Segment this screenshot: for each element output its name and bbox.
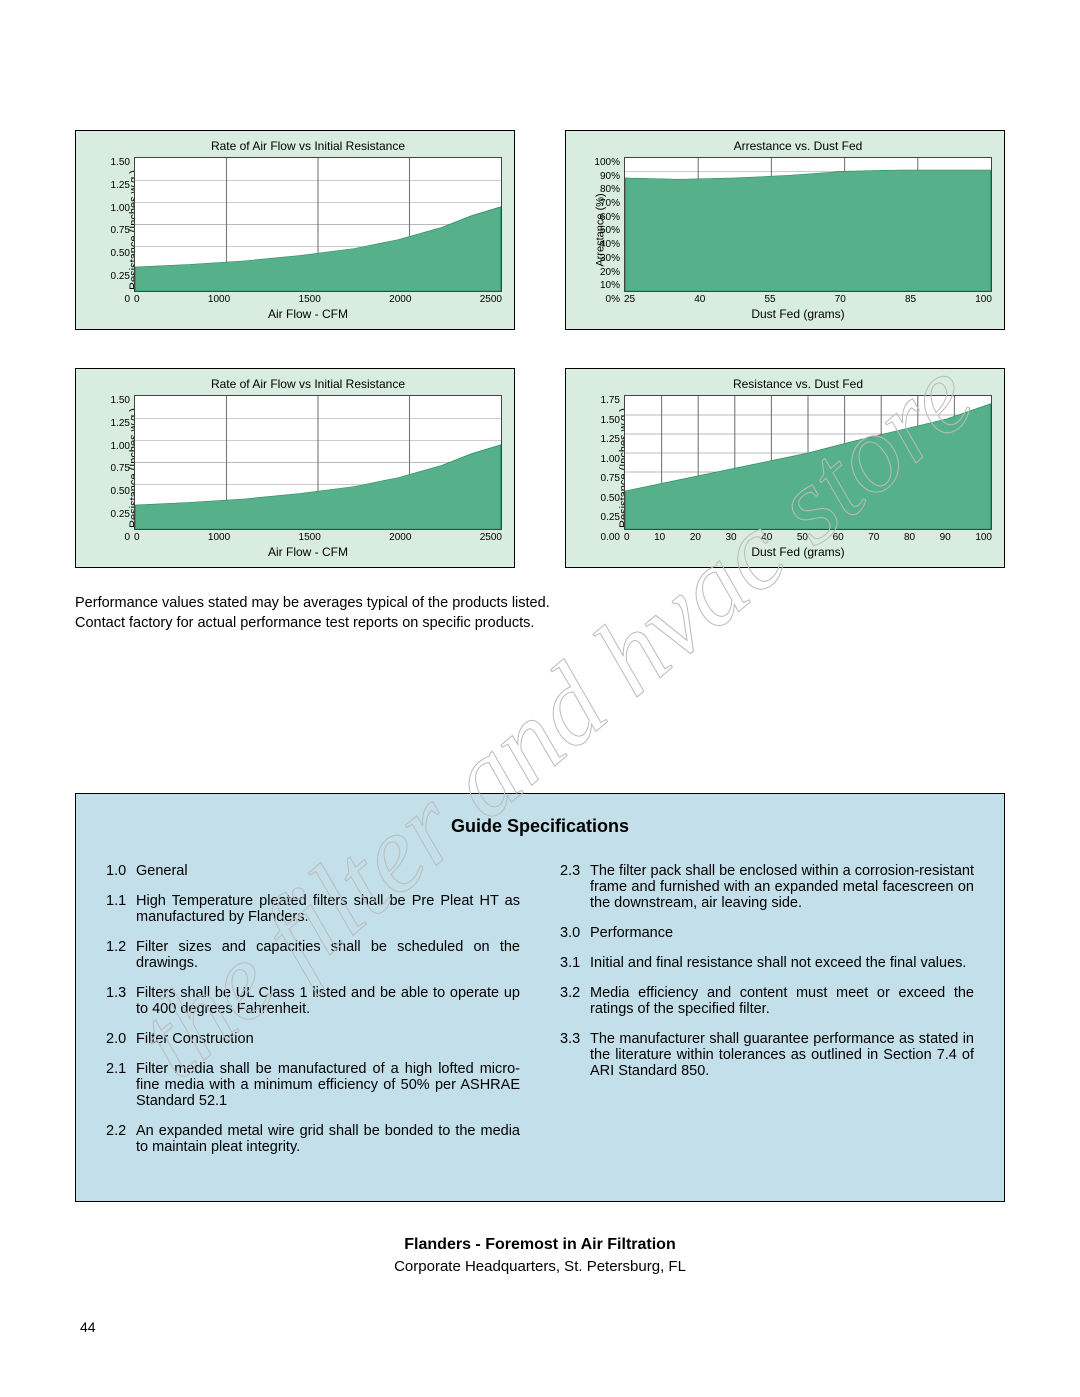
chart-xlabel: Dust Fed (grams)	[604, 307, 992, 321]
chart-title: Resistance vs. Dust Fed	[604, 377, 992, 391]
x-ticks: 2540557085100	[624, 294, 992, 305]
plot-area	[134, 157, 502, 292]
spec-item-num: 3.1	[560, 955, 590, 971]
spec-item-num: 2.1	[106, 1061, 136, 1109]
chart-title: Rate of Air Flow vs Initial Resistance	[114, 377, 502, 391]
spec-item-text: Media efficiency and content must meet o…	[590, 985, 974, 1017]
spec-item: 3.3The manufacturer shall guarantee perf…	[560, 1031, 974, 1079]
spec-item: 1.2Filter sizes and capacities shall be …	[106, 939, 520, 971]
guide-specifications-box: Guide Specifications 1.0General1.1High T…	[75, 793, 1005, 1202]
plot-area	[134, 395, 502, 530]
spec-item-text: An expanded metal wire grid shall be bon…	[136, 1123, 520, 1155]
x-ticks: 01000150020002500	[134, 294, 502, 305]
performance-note-1: Performance values stated may be average…	[75, 594, 1005, 614]
spec-item-text: High Temperature pleated filters shall b…	[136, 893, 520, 925]
spec-columns: 1.0General1.1High Temperature pleated fi…	[106, 863, 974, 1169]
chart-1: Arrestance vs. Dust FedArrestance (%)100…	[565, 130, 1005, 330]
spec-col-left: 1.0General1.1High Temperature pleated fi…	[106, 863, 520, 1169]
chart-xlabel: Air Flow - CFM	[114, 545, 502, 559]
spec-item-text: General	[136, 863, 520, 879]
spec-item: 3.0Performance	[560, 925, 974, 941]
spec-item-text: The manufacturer shall guarantee perform…	[590, 1031, 974, 1079]
spec-item-text: Filters shall be UL Class 1 listed and b…	[136, 985, 520, 1017]
spec-item-num: 3.2	[560, 985, 590, 1017]
spec-item-num: 2.2	[106, 1123, 136, 1155]
spec-item: 1.0General	[106, 863, 520, 879]
spec-item-num: 1.1	[106, 893, 136, 925]
spec-item: 3.1Initial and final resistance shall no…	[560, 955, 974, 971]
chart-3: Resistance vs. Dust FedResistance (Inche…	[565, 368, 1005, 568]
spec-item: 2.3The filter pack shall be enclosed wit…	[560, 863, 974, 911]
spec-item: 2.1Filter media shall be manufactured of…	[106, 1061, 520, 1109]
spec-item-text: Filter sizes and capacities shall be sch…	[136, 939, 520, 971]
spec-item-text: Initial and final resistance shall not e…	[590, 955, 974, 971]
spec-item-num: 2.3	[560, 863, 590, 911]
spec-item-num: 1.0	[106, 863, 136, 879]
spec-item-text: Filter Construction	[136, 1031, 520, 1047]
spec-item-text: Performance	[590, 925, 974, 941]
footer-brand: Flanders - Foremost in Air Filtration	[75, 1236, 1005, 1254]
chart-xlabel: Dust Fed (grams)	[604, 545, 992, 559]
chart-0: Rate of Air Flow vs Initial ResistanceRe…	[75, 130, 515, 330]
spec-item-text: The filter pack shall be enclosed within…	[590, 863, 974, 911]
charts-grid: Rate of Air Flow vs Initial Resistance Re…	[75, 130, 1005, 568]
footer: Flanders - Foremost in Air Filtration Co…	[75, 1236, 1005, 1275]
spec-item: 2.2An expanded metal wire grid shall be …	[106, 1123, 520, 1155]
plot-area	[624, 157, 992, 292]
spec-item-text: Filter media shall be manufactured of a …	[136, 1061, 520, 1109]
chart-title: Arrestance vs. Dust Fed	[604, 139, 992, 153]
page-number: 44	[80, 1319, 96, 1335]
spec-item: 2.0Filter Construction	[106, 1031, 520, 1047]
performance-note-2: Contact factory for actual performance t…	[75, 614, 1005, 634]
chart-2: Rate of Air Flow vs Initial ResistanceRe…	[75, 368, 515, 568]
spec-item: 1.1High Temperature pleated filters shal…	[106, 893, 520, 925]
spec-item: 1.3Filters shall be UL Class 1 listed an…	[106, 985, 520, 1017]
spec-item: 3.2Media efficiency and content must mee…	[560, 985, 974, 1017]
spec-item-num: 2.0	[106, 1031, 136, 1047]
spec-title: Guide Specifications	[106, 816, 974, 837]
spec-item-num: 1.2	[106, 939, 136, 971]
x-ticks: 0102030405060708090100	[624, 532, 992, 543]
chart-title: Rate of Air Flow vs Initial Resistance	[114, 139, 502, 153]
spec-item-num: 3.3	[560, 1031, 590, 1079]
spec-item-num: 3.0	[560, 925, 590, 941]
plot-area	[624, 395, 992, 530]
chart-ylabel: Arrestance (%)	[595, 193, 607, 266]
footer-address: Corporate Headquarters, St. Petersburg, …	[75, 1258, 1005, 1275]
spec-item-num: 1.3	[106, 985, 136, 1017]
x-ticks: 01000150020002500	[134, 532, 502, 543]
spec-col-right: 2.3The filter pack shall be enclosed wit…	[560, 863, 974, 1169]
chart-xlabel: Air Flow - CFM	[114, 307, 502, 321]
